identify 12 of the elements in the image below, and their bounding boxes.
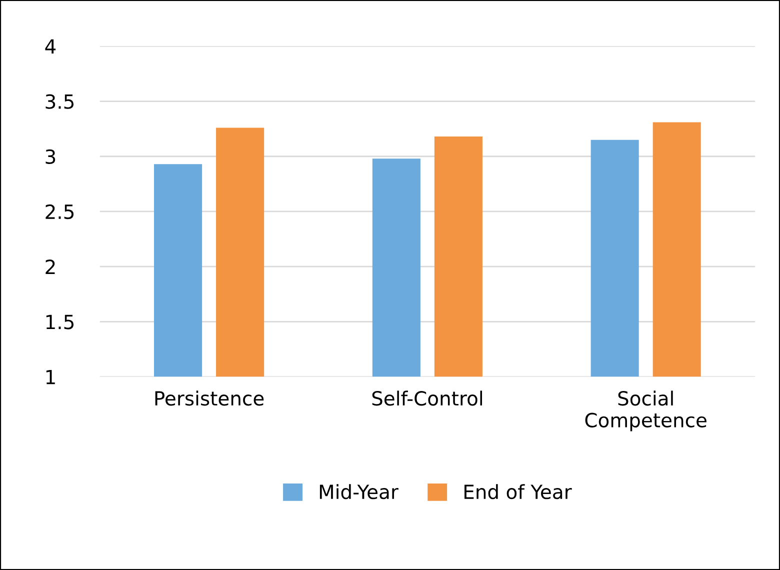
x-tick-label: Persistence [155,390,264,406]
x-tick-label: Self-Control [372,390,482,406]
y-tick-label: 1.5 [46,314,74,330]
y-tick-label: 3.5 [46,94,74,109]
y-tick-label: 4 [45,39,56,54]
legend-label: Mid-Year [320,484,398,500]
y-tick-label: 2.5 [46,204,74,220]
y-tick-label: 3 [46,149,56,164]
x-tick-label: Social Competence [585,390,706,432]
y-tick-label: 1 [46,370,55,384]
legend-label: End of Year [464,484,572,500]
y-tick-label: 2 [46,260,55,274]
